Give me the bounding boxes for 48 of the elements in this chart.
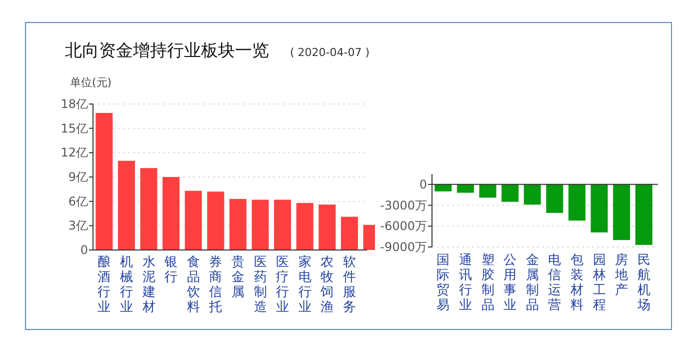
chart-subtitle: ( 2020-04-07 ): [290, 46, 370, 59]
bar: [296, 202, 314, 250]
x-tick-label: 医药制造: [254, 255, 267, 315]
x-tick-label: 园林工程: [592, 253, 606, 313]
bar: [229, 198, 246, 250]
x-tick-label: 酿酒行业: [98, 255, 111, 315]
y-tick-label: 12亿: [60, 146, 88, 160]
x-tick-label: 公用事业: [504, 253, 517, 313]
bar: [207, 192, 224, 250]
x-tick-label: 民航机场: [636, 253, 650, 313]
bar: [274, 200, 292, 250]
chart-title: 北向资金增持行业板块一览: [65, 41, 269, 61]
y-tick-label: 18亿: [60, 97, 88, 111]
x-tick-label: 机械行业: [120, 255, 133, 315]
bar: [140, 168, 158, 250]
y-axis-title: 单位(元): [70, 76, 112, 89]
x-tick-label: 水泥建材: [141, 255, 156, 315]
bar: [318, 204, 336, 250]
x-tick-label: 通讯行业: [458, 253, 472, 313]
x-tick-label: 电信运营: [548, 253, 562, 313]
y-tick-label: 9亿: [68, 170, 88, 184]
x-tick-label: 塑胶制品: [481, 252, 494, 313]
y-tick-label: 3亿: [68, 218, 88, 233]
x-tick-label: 房地产: [614, 252, 628, 298]
x-tick-label: 食品饮料: [186, 255, 200, 315]
bar: [96, 112, 113, 250]
x-tick-label: 软件服务: [342, 255, 356, 315]
bar: [252, 200, 269, 250]
x-tick-label: 家电行业: [298, 254, 312, 315]
y-tick-label: 0: [419, 177, 427, 192]
y-tick-label: 15亿: [60, 121, 88, 136]
bar: [340, 216, 358, 250]
bar: [184, 190, 202, 250]
x-tick-label: 包装材料: [569, 253, 584, 313]
x-tick-label: 农牧饲渔: [320, 255, 334, 315]
y-tick-label: -9000万: [380, 240, 427, 254]
x-tick-label: 金属制品: [526, 253, 539, 313]
x-tick-label: 券商信托: [208, 255, 222, 315]
x-tick-label: 国际贸易: [436, 253, 450, 313]
y-tick-label: 6亿: [68, 194, 88, 208]
y-tick-label: 0: [80, 243, 88, 257]
x-tick-label: 银行: [164, 255, 178, 285]
x-tick-label: 医疗行业: [276, 255, 290, 315]
y-tick-label: -3000万: [380, 198, 427, 212]
bar: [162, 177, 180, 250]
bar: [118, 160, 135, 250]
y-tick-label: -6000万: [380, 219, 427, 234]
x-tick-label: 贵金属: [231, 255, 244, 300]
